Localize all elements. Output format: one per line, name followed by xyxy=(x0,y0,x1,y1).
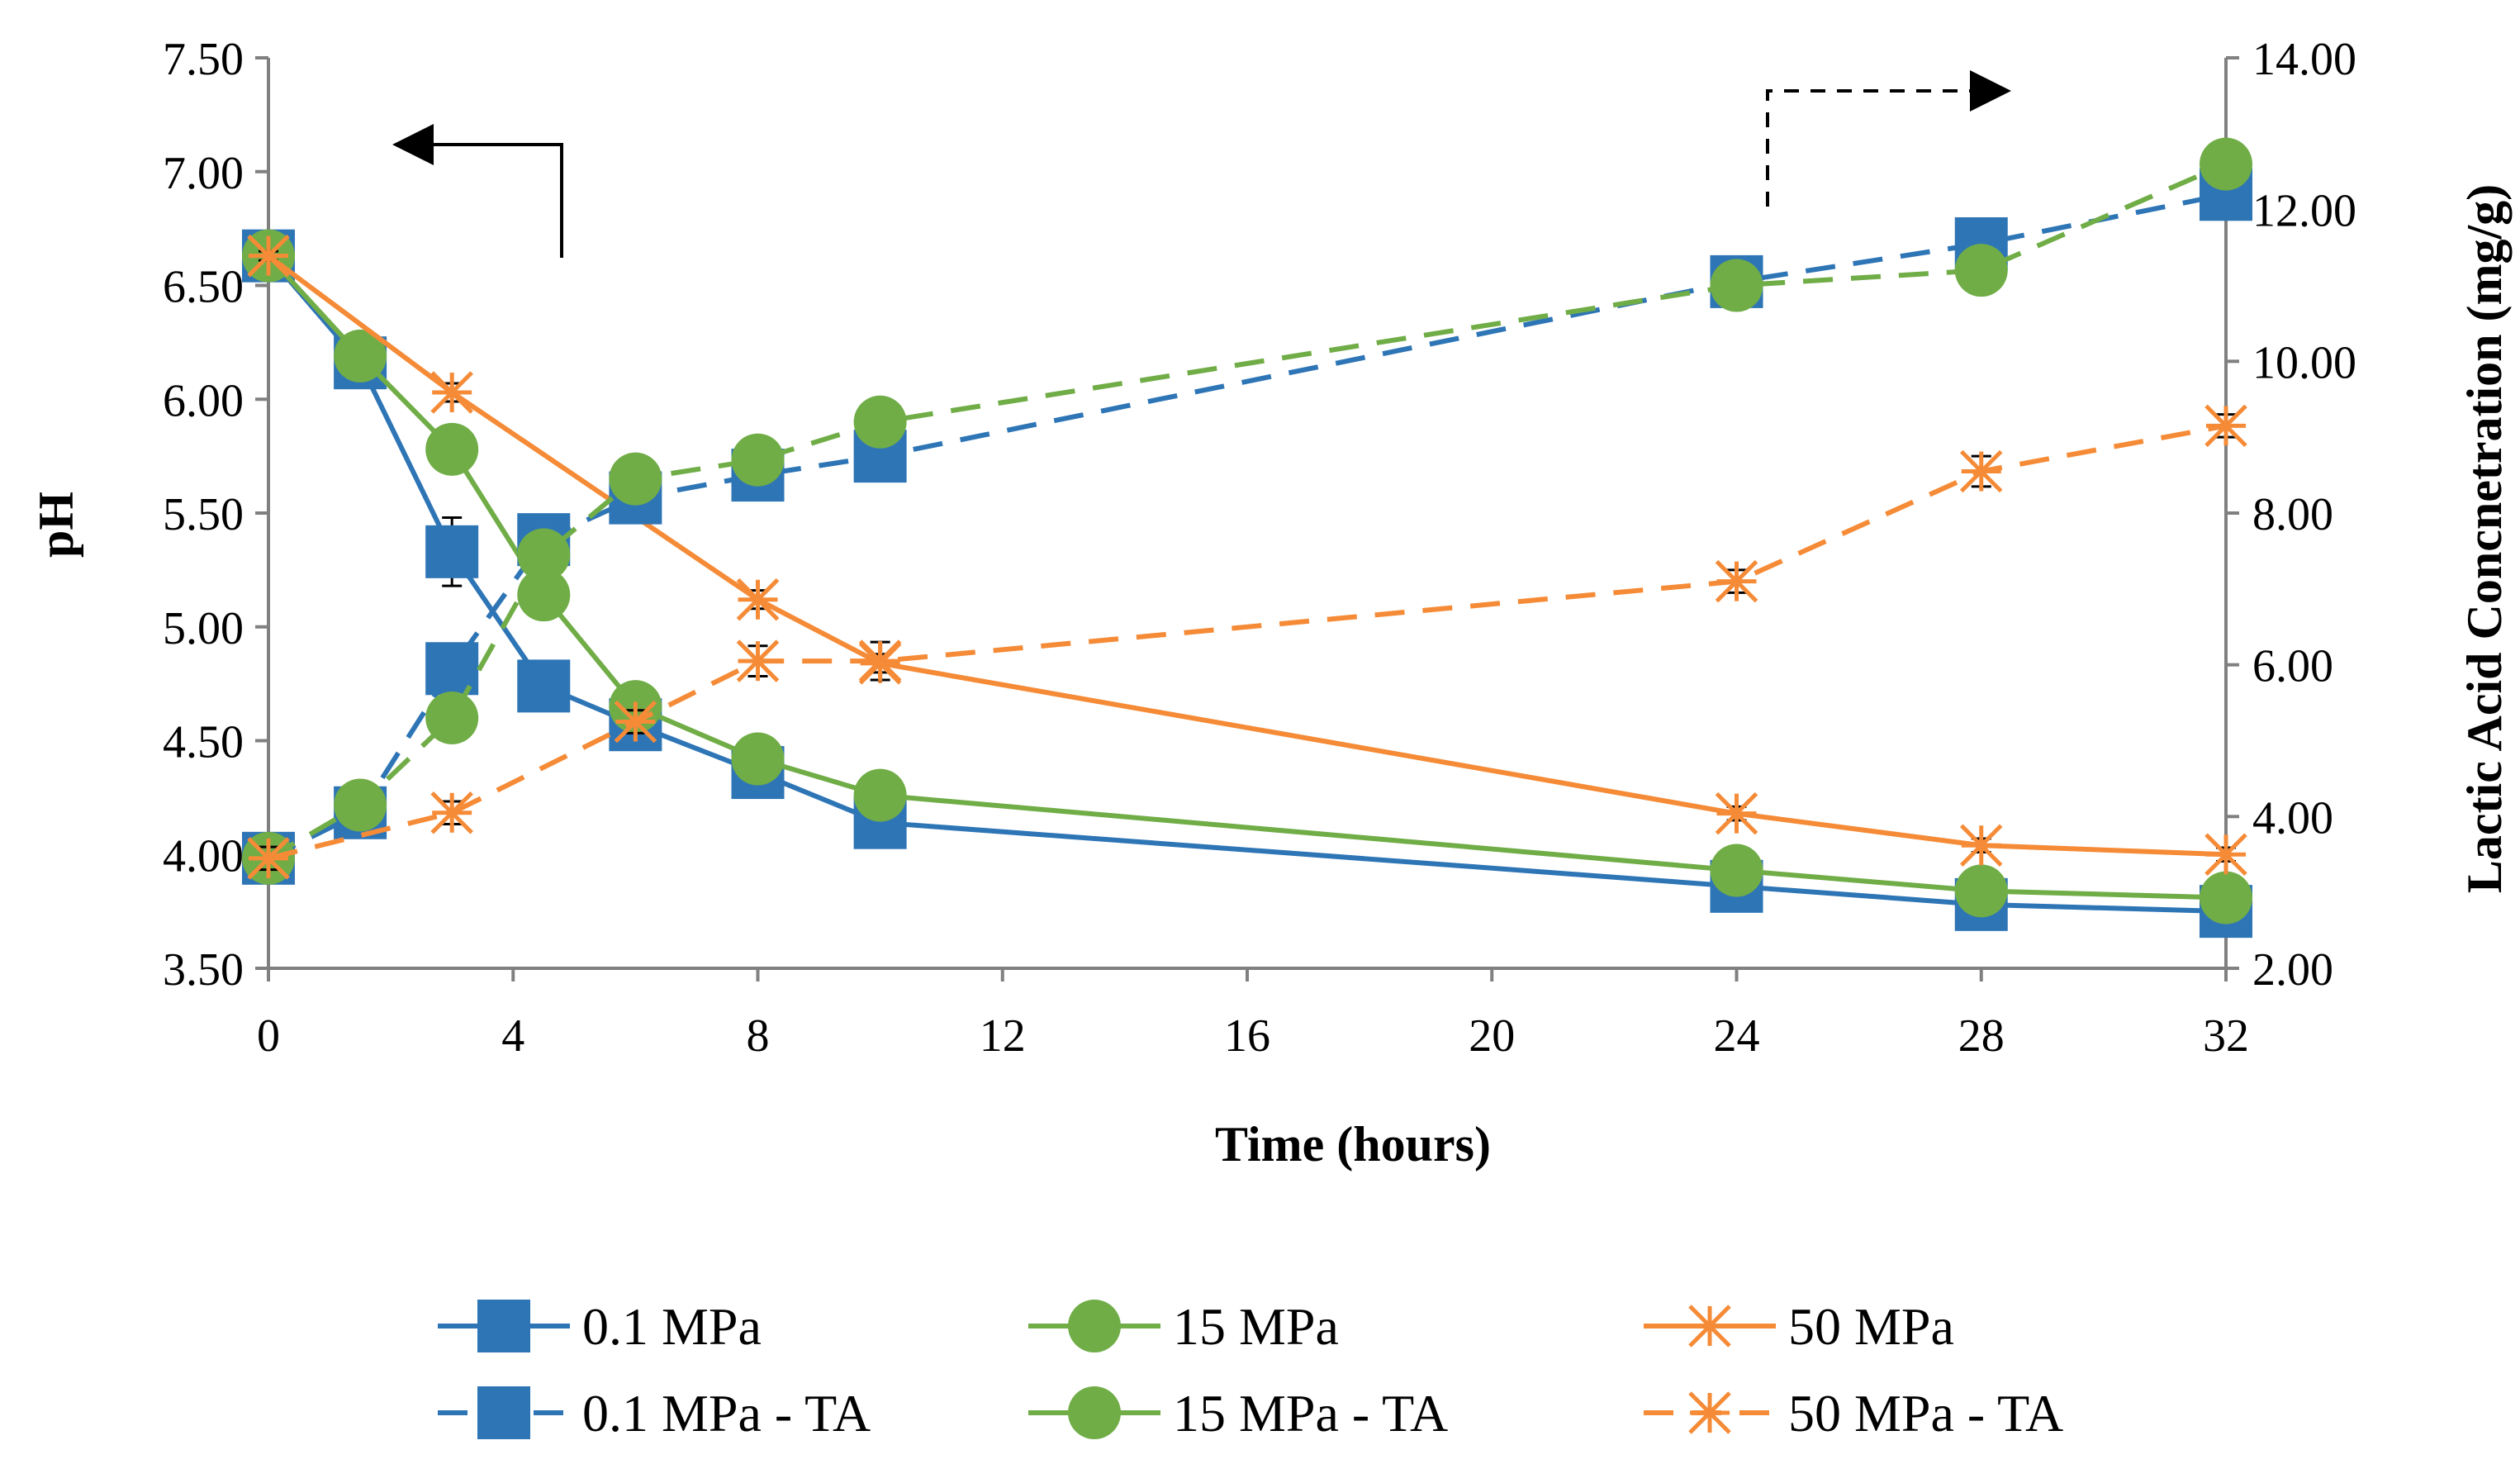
data-point xyxy=(1715,791,1758,835)
y-left-tick-label: 6.50 xyxy=(163,262,244,313)
data-point xyxy=(1959,449,2003,493)
y-left-tick-label: 4.00 xyxy=(163,830,244,882)
y-left-tick-label: 4.50 xyxy=(163,717,244,768)
y-left-tick-label: 5.50 xyxy=(163,489,244,540)
data-point xyxy=(1959,824,2003,867)
data-point xyxy=(614,700,657,744)
y-left-tick-label: 5.00 xyxy=(163,603,244,654)
y-left-axis-title: pH xyxy=(29,492,83,558)
legend-item: 50 MPa xyxy=(1644,1297,1954,1356)
x-axis-title: Time (hours) xyxy=(1215,1117,1491,1172)
x-axis-ticks: 0 4 8 12 16 20 24 28 32 xyxy=(257,968,2249,1062)
y-right-tick-label: 8.00 xyxy=(2252,489,2333,540)
legend-label: 0.1 MPa - TA xyxy=(582,1384,871,1443)
data-point xyxy=(2200,137,2252,191)
lactic-axis-arrow xyxy=(1766,70,2011,207)
data-point xyxy=(1954,864,2008,918)
data-point xyxy=(853,768,907,822)
legend-item: 15 MPa xyxy=(1028,1297,1339,1356)
x-tick-label: 24 xyxy=(1714,1010,1760,1062)
y-right-tick-label: 6.00 xyxy=(2252,641,2333,692)
x-tick-label: 4 xyxy=(501,1010,524,1062)
series-5 xyxy=(247,404,2247,880)
data-point xyxy=(731,433,785,487)
y-right-axis-ticks: 2.00 4.00 6.00 8.00 10.00 12.00 14.00 xyxy=(2226,34,2356,996)
data-point xyxy=(2200,871,2252,925)
series-line xyxy=(266,254,2227,915)
data-point xyxy=(736,578,780,621)
data-point xyxy=(425,525,479,578)
data-point xyxy=(736,639,780,682)
data-point xyxy=(517,528,571,582)
data-point xyxy=(425,422,479,476)
legend-item: 0.1 MPa - TA xyxy=(438,1384,871,1443)
x-tick-label: 12 xyxy=(980,1010,1026,1062)
y-right-tick-label: 2.00 xyxy=(2252,944,2333,996)
x-tick-label: 20 xyxy=(1469,1010,1515,1062)
data-point xyxy=(853,395,907,449)
ph-axis-arrow xyxy=(392,124,563,258)
y-right-tick-label: 12.00 xyxy=(2252,186,2356,237)
series-line xyxy=(267,192,2227,861)
y-left-tick-label: 6.00 xyxy=(163,375,244,426)
data-point xyxy=(1710,844,1763,897)
data-point xyxy=(430,791,473,834)
legend-label: 15 MPa xyxy=(1173,1297,1339,1356)
legend-label: 15 MPa - TA xyxy=(1173,1384,1448,1443)
data-point xyxy=(247,837,290,880)
data-point xyxy=(1710,259,1763,312)
legend-marker xyxy=(1068,1386,1121,1439)
legend-item: 15 MPa - TA xyxy=(1028,1384,1448,1443)
y-right-tick-label: 4.00 xyxy=(2252,792,2333,844)
y-left-tick-label: 3.50 xyxy=(163,944,244,996)
data-point xyxy=(334,778,387,832)
legend-marker xyxy=(477,1386,530,1439)
legend-item: 0.1 MPa xyxy=(438,1297,762,1356)
legend-label: 50 MPa - TA xyxy=(1788,1384,2063,1443)
data-point xyxy=(609,452,662,506)
data-point xyxy=(517,659,571,713)
series-line xyxy=(268,423,2227,861)
x-tick-label: 16 xyxy=(1224,1010,1270,1062)
series-4 xyxy=(242,137,2252,885)
legend-marker xyxy=(1688,1391,1731,1434)
y-right-axis-title: Lactic Acid Concnetration (mg/g) xyxy=(2457,184,2512,893)
y-right-tick-label: 10.00 xyxy=(2252,337,2356,388)
x-tick-label: 32 xyxy=(2203,1010,2249,1062)
data-point xyxy=(1715,559,1758,603)
y-left-tick-label: 7.00 xyxy=(163,148,244,199)
y-left-axis-ticks: 3.50 4.00 4.50 5.00 5.50 6.00 6.50 7.00 7.50 xyxy=(163,34,268,996)
data-point xyxy=(2204,404,2247,448)
annotations xyxy=(392,70,2011,258)
plot-series xyxy=(242,137,2252,939)
data-point xyxy=(334,329,387,383)
x-tick-label: 8 xyxy=(747,1010,770,1062)
legend-marker xyxy=(477,1300,530,1352)
series-line xyxy=(267,161,2228,861)
legend-marker xyxy=(1688,1305,1731,1348)
data-point xyxy=(731,732,785,786)
legend-item: 50 MPa - TA xyxy=(1644,1384,2063,1443)
data-point xyxy=(2204,833,2247,877)
legend-label: 50 MPa xyxy=(1788,1297,1954,1356)
series-3 xyxy=(242,168,2252,885)
legend-label: 0.1 MPa xyxy=(582,1297,762,1356)
y-right-tick-label: 14.00 xyxy=(2252,34,2356,85)
y-left-tick-label: 7.50 xyxy=(163,34,244,85)
legend: 0.1 MPa 15 MPa 50 MPa 0.1 MPa - TA 15 MPa - … xyxy=(438,1297,2063,1443)
series-line xyxy=(266,254,2227,901)
x-tick-label: 28 xyxy=(1958,1010,2005,1062)
data-point xyxy=(1954,244,2008,297)
x-tick-label: 0 xyxy=(257,1010,280,1062)
legend-marker xyxy=(1068,1300,1121,1352)
data-point xyxy=(430,371,473,414)
data-point xyxy=(425,691,479,744)
data-point xyxy=(247,234,290,278)
data-point xyxy=(858,639,902,682)
